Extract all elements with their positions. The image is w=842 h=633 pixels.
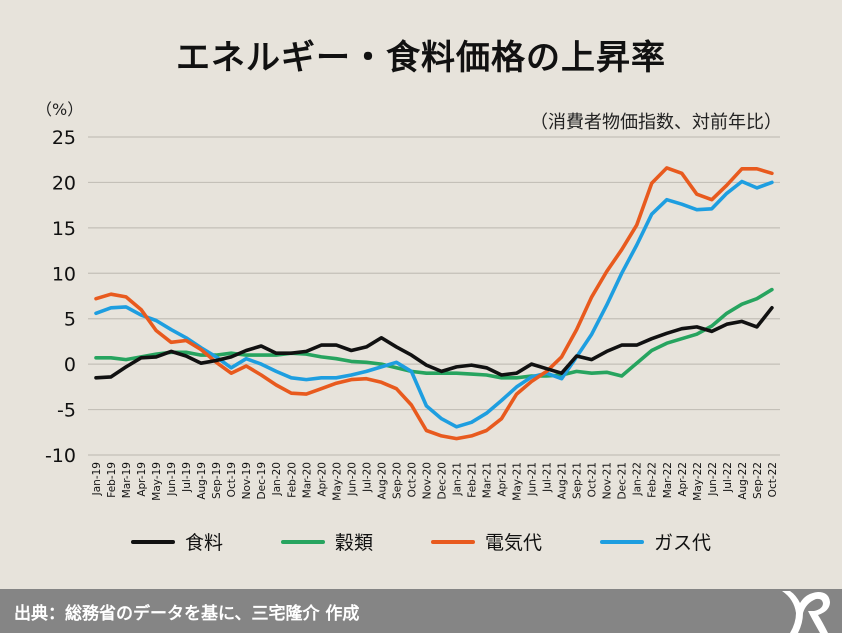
y-tick-label: 0 — [64, 354, 76, 376]
x-tick-label: Oct-21 — [587, 462, 599, 497]
y-tick-label: 5 — [64, 309, 76, 331]
legend-item-grains: 穀類 — [280, 528, 373, 555]
legend-item-gas: ガス代 — [600, 528, 711, 555]
x-tick-label: Jan-20 — [271, 462, 283, 496]
grid-lines — [88, 136, 780, 456]
series-line-electricity — [94, 166, 774, 441]
series-lines — [94, 166, 774, 441]
x-tick-label: Nov-20 — [421, 462, 433, 499]
chart-subtitle: （消費者物価指数、対前年比） — [530, 112, 782, 133]
x-tick-label: Feb-22 — [647, 462, 659, 498]
y-tick-label: -5 — [57, 400, 76, 422]
x-axis-ticks: Jan-19 Feb-19 Mar-19 Apr-19 May-19 Jun-19 Jul-… — [91, 462, 779, 501]
legend-item-food: 食料 — [130, 528, 223, 555]
source-credit: 出典：総務省のデータを基に、三宅隆介 作成 — [14, 604, 360, 624]
x-tick-label: Oct-22 — [767, 462, 779, 497]
x-tick-label: Jan-22 — [632, 462, 644, 496]
x-tick-label: Jun-21 — [527, 462, 539, 497]
x-tick-label: Mar-19 — [121, 462, 133, 498]
x-tick-label: Feb-21 — [467, 462, 479, 498]
x-tick-label: Oct-20 — [406, 462, 418, 497]
x-tick-label: Mar-22 — [662, 462, 674, 498]
series-line-food — [94, 305, 774, 380]
x-tick-label: Jan-21 — [451, 462, 463, 496]
x-tick-label: Sep-22 — [752, 462, 764, 499]
x-tick-label: Feb-19 — [106, 462, 118, 498]
x-tick-label: Sep-20 — [391, 462, 403, 499]
x-tick-label: Aug-22 — [737, 462, 749, 500]
y-tick-label: 15 — [52, 218, 76, 240]
legend: 食料 穀類 電気代 ガス代 — [0, 528, 842, 555]
mr-logo-icon — [782, 591, 830, 633]
x-tick-label: Dec-20 — [436, 462, 448, 499]
y-tick-label: 10 — [52, 263, 76, 285]
y-tick-label: -10 — [45, 445, 76, 467]
footer-bar: 出典：総務省のデータを基に、三宅隆介 作成 — [0, 589, 842, 633]
chart-title: エネルギー・食料価格の上昇率 — [176, 38, 666, 78]
x-tick-label: May-20 — [331, 462, 343, 501]
x-tick-label: Jun-20 — [346, 462, 358, 497]
x-tick-label: Apr-22 — [677, 462, 689, 497]
x-tick-label: Oct-19 — [226, 462, 238, 497]
x-tick-label: Sep-19 — [211, 462, 223, 499]
legend-swatch-electricity — [431, 539, 475, 544]
y-tick-label: 20 — [52, 172, 76, 194]
x-tick-label: Dec-21 — [617, 462, 629, 499]
x-tick-label: Jun-22 — [707, 462, 719, 497]
legend-label-food: 食料 — [184, 532, 223, 554]
x-tick-label: May-21 — [512, 462, 524, 501]
x-tick-label: Aug-21 — [557, 462, 569, 500]
legend-swatch-food — [130, 539, 175, 544]
legend-label-grains: 穀類 — [334, 532, 373, 554]
x-tick-label: Jul-21 — [542, 462, 554, 493]
x-tick-label: Apr-20 — [316, 462, 328, 497]
y-axis-ticks: 25 20 15 10 5 0 -5 -10 — [45, 127, 76, 467]
x-tick-label: Aug-19 — [196, 462, 208, 500]
legend-item-electricity: 電気代 — [431, 528, 542, 555]
x-tick-label: Jul-22 — [722, 462, 734, 493]
x-tick-label: Aug-20 — [376, 462, 388, 500]
legend-label-gas: ガス代 — [654, 532, 712, 554]
x-tick-label: Sep-21 — [572, 462, 584, 499]
y-axis-unit: （%） — [36, 100, 84, 119]
x-tick-label: Apr-19 — [136, 462, 148, 497]
x-tick-label: Apr-21 — [497, 462, 509, 497]
x-tick-label: Nov-19 — [241, 462, 253, 499]
x-tick-label: Jun-19 — [166, 462, 178, 497]
x-tick-label: Dec-19 — [256, 462, 268, 499]
x-tick-label: May-22 — [692, 462, 704, 501]
x-tick-label: Jul-20 — [361, 462, 373, 493]
x-tick-label: May-19 — [151, 462, 163, 501]
y-tick-label: 25 — [52, 127, 76, 149]
x-tick-label: Mar-20 — [301, 462, 313, 498]
legend-swatch-gas — [600, 539, 645, 544]
x-tick-label: Feb-20 — [286, 462, 298, 498]
x-tick-label: Mar-21 — [482, 462, 494, 498]
series-line-gas — [94, 179, 774, 429]
x-tick-label: Jul-19 — [181, 462, 193, 493]
legend-label-electricity: 電気代 — [485, 532, 543, 554]
x-tick-label: Nov-21 — [602, 462, 614, 499]
legend-swatch-grains — [280, 539, 325, 544]
x-tick-label: Jan-19 — [91, 462, 103, 496]
